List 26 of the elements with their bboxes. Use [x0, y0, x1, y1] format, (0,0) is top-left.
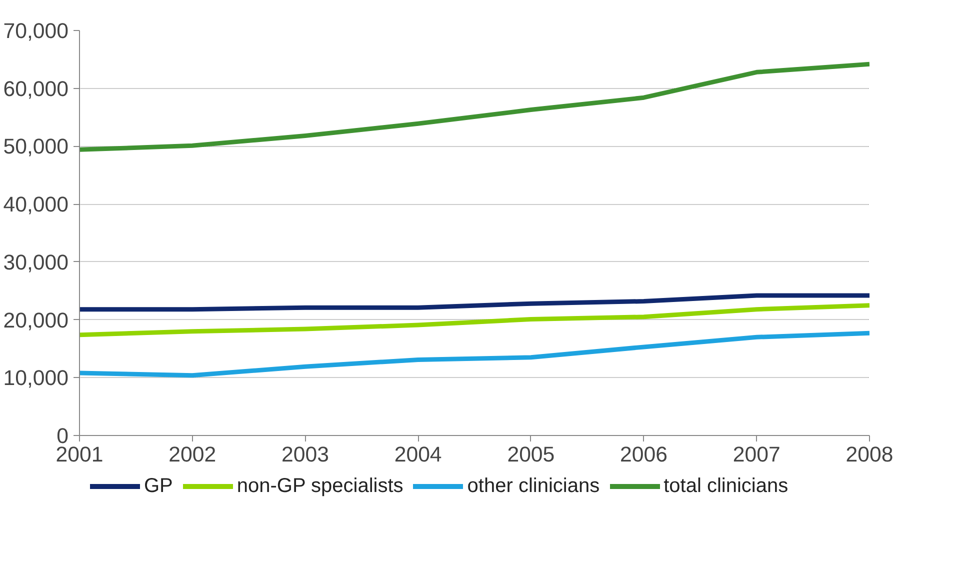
x-tick-label: 2006	[620, 442, 668, 466]
y-tick-label: 10,000	[3, 366, 69, 390]
line-series	[80, 293, 870, 312]
line-series	[80, 303, 870, 338]
y-tick-label: 60,000	[3, 76, 69, 101]
legend-label: non-GP specialists	[236, 474, 404, 500]
x-tick-label: 2002	[168, 442, 216, 466]
legend-item: other clinicians	[413, 472, 600, 501]
x-tick-label: 2008	[846, 442, 894, 466]
legend-label: GP	[144, 474, 173, 500]
y-tick-label: 40,000	[3, 192, 69, 217]
line-series	[80, 330, 870, 378]
x-tick-label: 2004	[394, 442, 442, 466]
y-tick-label: 50,000	[3, 134, 69, 159]
x-tick-label: 2007	[732, 442, 780, 466]
y-tick-label: 30,000	[3, 250, 69, 274]
legend-item: total clinicians	[610, 472, 788, 501]
y-tick-label: 70,000	[3, 19, 69, 43]
legend-label: total clinicians	[664, 474, 788, 500]
line-series	[80, 62, 870, 152]
y-tick-label: 20,000	[3, 308, 69, 332]
legend-item: GP	[90, 472, 173, 501]
x-tick-label: 2003	[281, 442, 329, 466]
legend-item: non-GP specialists	[182, 472, 404, 501]
x-tick-label: 2005	[507, 442, 555, 466]
legend-label: other clinicians	[467, 474, 600, 500]
